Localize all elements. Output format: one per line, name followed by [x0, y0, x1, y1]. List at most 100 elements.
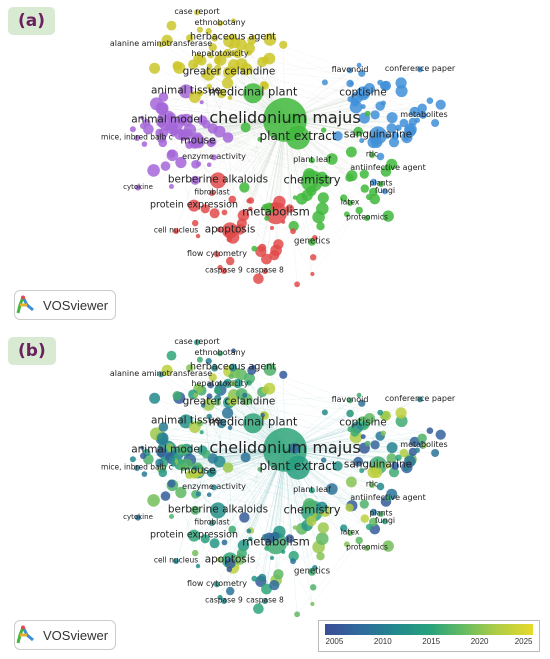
keyword-node[interactable] — [147, 494, 160, 507]
keyword-node[interactable] — [270, 226, 274, 230]
keyword-node[interactable] — [236, 218, 247, 229]
keyword-node[interactable] — [292, 195, 298, 200]
keyword-node[interactable] — [321, 79, 328, 86]
keyword-node[interactable] — [395, 407, 407, 419]
keyword-node[interactable] — [225, 558, 236, 569]
keyword-node[interactable] — [207, 453, 218, 464]
keyword-node[interactable] — [285, 204, 295, 213]
keyword-node[interactable] — [263, 363, 277, 376]
keyword-node[interactable] — [382, 210, 394, 222]
keyword-node[interactable] — [270, 556, 274, 560]
keyword-node[interactable] — [251, 575, 258, 582]
keyword-node[interactable] — [279, 40, 288, 49]
keyword-node[interactable] — [225, 228, 236, 239]
keyword-node[interactable] — [217, 51, 223, 58]
keyword-node[interactable] — [395, 454, 402, 461]
keyword-node[interactable] — [403, 136, 409, 142]
keyword-node[interactable] — [248, 536, 253, 542]
keyword-node[interactable] — [158, 468, 168, 478]
keyword-node[interactable] — [344, 541, 350, 548]
keyword-node[interactable] — [160, 161, 171, 171]
keyword-node[interactable] — [426, 97, 434, 104]
keyword-node[interactable] — [414, 117, 420, 123]
keyword-node[interactable] — [190, 505, 200, 515]
keyword-node[interactable] — [288, 550, 299, 562]
keyword-node[interactable] — [395, 77, 407, 89]
keyword-node[interactable] — [166, 20, 177, 31]
keyword-node[interactable] — [209, 520, 215, 526]
keyword-node[interactable] — [431, 449, 440, 457]
keyword-node[interactable] — [395, 85, 408, 98]
keyword-node[interactable] — [253, 603, 264, 614]
keyword-node[interactable] — [360, 421, 368, 429]
keyword-node[interactable] — [196, 26, 203, 33]
keyword-node[interactable] — [226, 586, 235, 596]
keyword-node[interactable] — [195, 563, 201, 569]
keyword-node[interactable] — [386, 442, 398, 454]
keyword-node[interactable] — [316, 202, 329, 215]
keyword-node[interactable] — [149, 392, 161, 404]
keyword-node[interactable] — [207, 51, 214, 59]
keyword-node[interactable] — [226, 566, 233, 573]
keyword-node[interactable] — [216, 556, 223, 563]
keyword-node[interactable] — [257, 466, 263, 472]
keyword-node[interactable] — [290, 558, 296, 565]
keyword-node[interactable] — [173, 123, 179, 129]
keyword-node[interactable] — [188, 529, 200, 542]
keyword-node[interactable] — [376, 482, 385, 491]
keyword-node[interactable] — [310, 601, 315, 607]
keyword-node[interactable] — [377, 79, 384, 86]
keyword-node[interactable] — [217, 264, 223, 271]
keyword-node[interactable] — [207, 381, 214, 389]
keyword-node[interactable] — [158, 41, 164, 48]
keyword-node[interactable] — [380, 100, 386, 106]
keyword-node[interactable] — [353, 456, 364, 467]
keyword-node[interactable] — [168, 126, 176, 133]
keyword-node[interactable] — [417, 396, 423, 403]
keyword-node[interactable] — [414, 447, 420, 453]
keyword-node[interactable] — [246, 528, 252, 534]
keyword-node[interactable] — [202, 398, 215, 411]
keyword-node[interactable] — [360, 104, 366, 110]
keyword-node[interactable] — [193, 62, 199, 68]
keyword-node[interactable] — [217, 381, 223, 388]
keyword-node[interactable] — [206, 83, 213, 90]
keyword-node[interactable] — [251, 34, 256, 39]
keyword-node[interactable] — [196, 89, 204, 97]
keyword-node[interactable] — [149, 62, 161, 74]
keyword-node[interactable] — [306, 515, 317, 527]
keyword-node[interactable] — [273, 239, 284, 250]
keyword-node[interactable] — [140, 115, 145, 120]
keyword-node[interactable] — [140, 445, 145, 450]
keyword-node[interactable] — [261, 253, 272, 265]
keyword-node[interactable] — [224, 50, 229, 55]
keyword-node[interactable] — [269, 250, 280, 261]
keyword-node[interactable] — [214, 56, 222, 65]
keyword-node[interactable] — [286, 125, 310, 150]
keyword-node[interactable] — [192, 465, 198, 471]
keyword-node[interactable] — [310, 584, 317, 591]
keyword-node[interactable] — [303, 498, 316, 511]
keyword-node[interactable] — [228, 525, 237, 534]
keyword-node[interactable] — [316, 501, 328, 513]
keyword-node[interactable] — [236, 548, 247, 559]
keyword-node[interactable] — [230, 381, 236, 387]
keyword-node[interactable] — [222, 407, 234, 419]
keyword-node[interactable] — [195, 161, 202, 167]
keyword-node[interactable] — [388, 467, 400, 478]
keyword-node[interactable] — [156, 432, 168, 444]
keyword-node[interactable] — [190, 175, 200, 185]
keyword-node[interactable] — [156, 102, 168, 114]
keyword-node[interactable] — [214, 581, 220, 588]
keyword-node[interactable] — [233, 378, 243, 389]
keyword-node[interactable] — [199, 100, 204, 105]
keyword-node[interactable] — [205, 28, 212, 35]
keyword-node[interactable] — [366, 193, 373, 201]
keyword-node[interactable] — [158, 92, 169, 102]
keyword-node[interactable] — [382, 188, 388, 195]
keyword-node[interactable] — [196, 356, 203, 363]
keyword-node[interactable] — [349, 81, 354, 86]
keyword-node[interactable] — [356, 62, 362, 68]
keyword-node[interactable] — [228, 195, 237, 204]
keyword-node[interactable] — [421, 442, 427, 449]
